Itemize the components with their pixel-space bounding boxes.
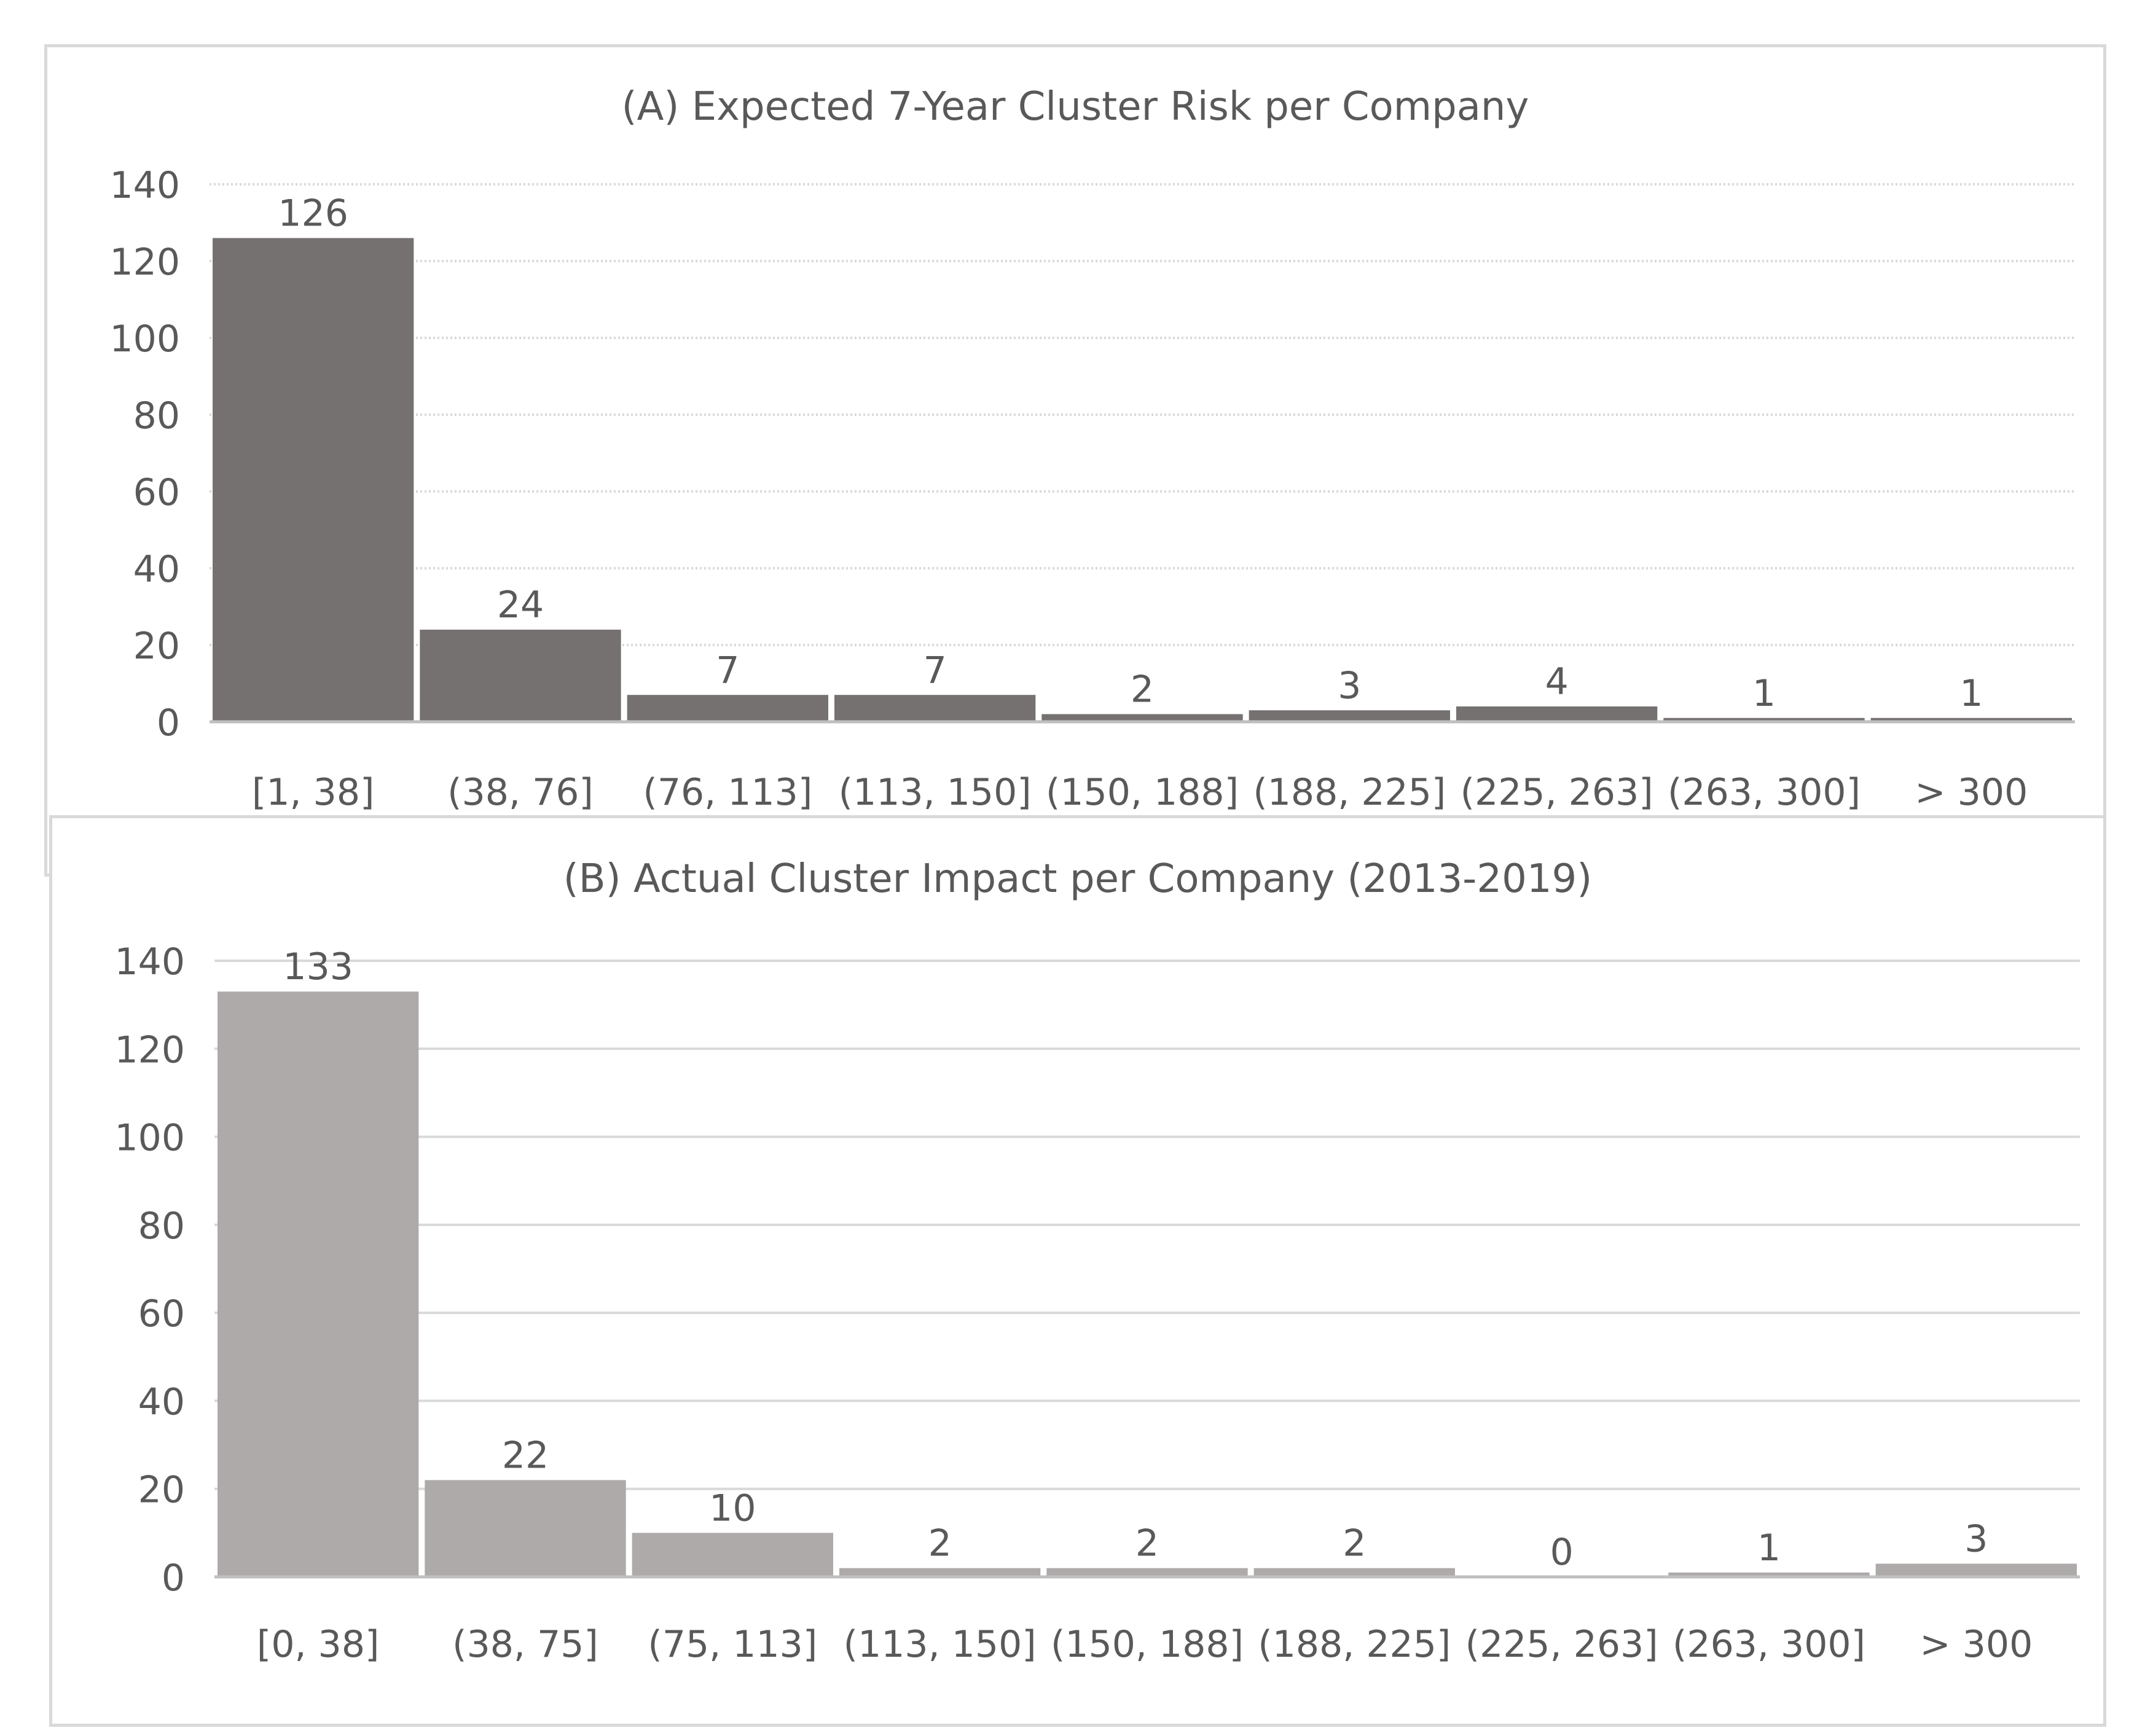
category-label: (76, 113] (643, 771, 812, 814)
category-label: [1, 38] (252, 771, 374, 814)
data-label: 3 (1964, 1518, 1988, 1561)
data-label: 24 (497, 584, 544, 627)
category-label: > 300 (1915, 771, 2028, 814)
category-label: (150, 188] (1046, 771, 1239, 814)
y-tick-label: 100 (114, 1117, 185, 1160)
category-label: (38, 76] (447, 771, 594, 814)
y-tick-label: 20 (138, 1469, 185, 1512)
chart-title: (B) Actual Cluster Impact per Company (2… (563, 856, 1593, 902)
bar (1668, 1572, 1870, 1577)
y-tick-label: 140 (109, 164, 180, 207)
y-tick-label: 40 (133, 548, 180, 591)
bar (1041, 714, 1243, 722)
bar (1249, 710, 1450, 722)
y-tick-label: 0 (162, 1557, 185, 1600)
category-label: (263, 300] (1668, 771, 1861, 814)
y-tick-label: 100 (109, 318, 180, 361)
category-label: (38, 75] (452, 1623, 598, 1666)
category-label: (150, 188] (1051, 1623, 1244, 1666)
bar (1870, 717, 2072, 722)
bar (1253, 1568, 1455, 1577)
data-label: 133 (283, 945, 353, 988)
y-tick-label: 20 (133, 625, 180, 668)
data-label: 2 (1131, 668, 1154, 711)
data-label: 0 (1550, 1531, 1574, 1574)
category-label: (113, 150] (839, 771, 1032, 814)
chart-panel-a: (A) Expected 7-Year Cluster Risk per Com… (44, 44, 2106, 877)
y-tick-label: 120 (114, 1028, 185, 1071)
bar (632, 1533, 833, 1577)
bar (1456, 706, 1658, 722)
y-tick-label: 60 (138, 1292, 185, 1335)
data-label: 22 (502, 1434, 549, 1477)
data-label: 1 (1752, 672, 1776, 715)
category-label: (75, 113] (648, 1623, 817, 1666)
data-label: 7 (716, 649, 739, 692)
bar (213, 238, 414, 722)
data-label: 7 (923, 649, 947, 692)
category-label: (263, 300] (1672, 1623, 1865, 1666)
bar (627, 695, 828, 722)
bar (1046, 1568, 1248, 1577)
y-tick-label: 60 (133, 471, 180, 514)
bar (839, 1568, 1041, 1577)
bar (425, 1480, 626, 1577)
y-tick-label: 120 (109, 241, 180, 284)
bar (1875, 1563, 2077, 1577)
bar (834, 695, 1036, 722)
data-label: 1 (1959, 672, 1983, 715)
y-tick-label: 140 (114, 940, 185, 983)
bar (1663, 717, 1865, 722)
chart-title: (A) Expected 7-Year Cluster Risk per Com… (621, 84, 1529, 130)
category-label: (225, 263] (1461, 771, 1653, 814)
data-label: 2 (1343, 1522, 1366, 1565)
category-label: > 300 (1920, 1623, 2033, 1666)
data-label: 3 (1338, 664, 1361, 707)
data-label: 10 (709, 1487, 756, 1530)
y-tick-label: 0 (157, 702, 180, 745)
y-tick-label: 40 (138, 1380, 185, 1423)
data-label: 2 (1135, 1522, 1159, 1565)
data-label: 126 (278, 192, 348, 235)
category-label: (188, 225] (1258, 1623, 1451, 1666)
category-label: (113, 150] (844, 1623, 1037, 1666)
y-tick-label: 80 (138, 1205, 185, 1248)
category-label: [0, 38] (257, 1623, 379, 1666)
bar (420, 630, 621, 722)
data-label: 4 (1545, 660, 1569, 703)
data-label: 2 (928, 1522, 952, 1565)
y-tick-label: 80 (133, 394, 180, 437)
bar (218, 991, 419, 1577)
data-label: 1 (1757, 1527, 1781, 1570)
category-label: (188, 225] (1253, 771, 1446, 814)
category-label: (225, 263] (1465, 1623, 1658, 1666)
chart-panel-b: (B) Actual Cluster Impact per Company (2… (49, 815, 2106, 1727)
